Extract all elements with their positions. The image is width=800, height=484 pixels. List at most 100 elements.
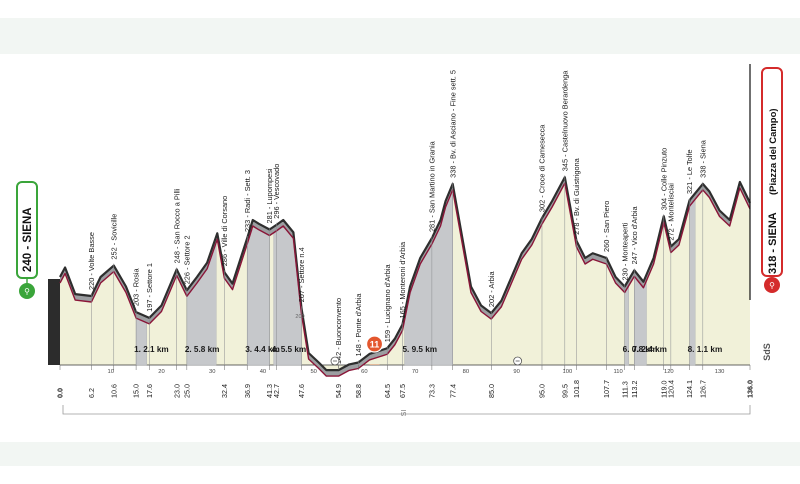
waypoint-label-25: 304 - Colle Pinzuto <box>659 148 668 210</box>
km-label-22: 101.8 <box>572 380 581 398</box>
km-label-28: 124.1 <box>685 380 694 398</box>
waypoint-label-19: 302 - Croce di Camesecca <box>538 124 547 212</box>
waypoint-label-2: 252 - Sovicille <box>109 214 118 260</box>
km-label-4: 15.0 <box>132 384 141 398</box>
sector-label-3: 3. 4.4 km <box>245 345 280 354</box>
sector-labels-layer: 1. 2.1 km 2. 5.8 km 3. 4.4 km4. 5.5 km 5. 9… <box>134 345 722 354</box>
axis-tick-80: 80 <box>463 369 469 375</box>
km-label-26: 119.0 <box>659 381 668 398</box>
km-label-5: 17.6 <box>145 384 154 398</box>
axis-tick-10: 10 <box>108 369 114 375</box>
brand-logo: SdS <box>762 343 772 361</box>
waypoint-label-16: 281 - San Martino in Grania <box>427 140 436 232</box>
bottom-band <box>0 442 800 466</box>
waypoint-labels-layer: 220 - Volte Basse 252 - Sovicille 203 - Ro… <box>87 70 707 364</box>
finish-label: 318 - SIENA <box>767 212 779 274</box>
profile-base-area <box>60 183 750 377</box>
finish-sublabel: (Piazza del Campo) <box>768 108 779 195</box>
km-label-23: 107.7 <box>602 380 611 398</box>
profile-layer: 200 <box>59 176 751 377</box>
badge-band-1 <box>369 364 380 365</box>
axis-tick-90: 90 <box>513 369 519 375</box>
profile-road-line <box>59 182 751 377</box>
start-label: 240 - SIENA <box>22 207 34 272</box>
waypoint-label-12: 142 - Buonconvento <box>334 298 343 364</box>
waypoint-label-28: 338 - Siena <box>698 139 707 178</box>
waypoint-label-10: 296 - Vescovado <box>272 164 281 219</box>
km-label-8: 32.4 <box>220 384 229 398</box>
finish-bike-icon: ⚲ <box>769 281 775 290</box>
profile-ridge-line <box>59 176 751 372</box>
waypoint-guides-layer <box>91 175 704 369</box>
axis-tick-50: 50 <box>310 369 316 375</box>
waypoint-label-11: 207 - Settore n.4 <box>297 247 306 302</box>
km-label-19: 85.0 <box>487 384 496 398</box>
axis-tick-20: 20 <box>158 369 164 375</box>
markers-layer: 11 <box>330 335 523 366</box>
waypoint-label-24: 247 - Vico d'Arbia <box>630 205 639 264</box>
km-label-27: 120.4 <box>666 380 675 398</box>
badge-circle-1 <box>365 335 384 353</box>
waypoint-label-26: 272 - Montelisciai <box>666 183 675 241</box>
km-label-1: 0.0 <box>56 388 65 398</box>
waypoint-label-14: 159 - Lucignano d'Arbia <box>383 264 392 343</box>
waypoint-label-13: 148 - Ponte d'Arbia <box>354 293 363 357</box>
sector-label-6: 6. 0.8 km <box>623 345 658 354</box>
top-band <box>0 18 800 54</box>
sector-label-1: 1. 2.1 km <box>134 345 169 354</box>
sector-band-1 <box>135 317 148 366</box>
waypoint-label-7: 286 - Ville di Corsano <box>220 196 229 267</box>
waypoint-label-23: 230 - Monteaperti <box>620 222 629 280</box>
sector-label-2: 2. 5.8 km <box>185 345 220 354</box>
waypoint-label-17: 338 - Bv. di Asciano - Fine sett. 5 <box>448 70 457 178</box>
waypoint-label-20: 345 - Castelnuovo Berardenga <box>560 70 569 172</box>
km-label-21: 99.5 <box>560 384 569 398</box>
start-bike-icon: ⚲ <box>24 287 30 296</box>
start-marker: 240 - SIENA ⚲ <box>16 181 38 299</box>
axis-tick-40: 40 <box>260 369 266 375</box>
km-label-11: 42.7 <box>272 384 281 398</box>
waypoint-label-8: 233 - Radi - Sett. 3 <box>243 170 252 232</box>
axis-tick-30: 30 <box>209 369 215 375</box>
axis-tick-60: 60 <box>361 369 367 375</box>
sector-label-5: 5. 9.5 km <box>402 345 437 354</box>
waypoint-label-27: 321 - Le Tolfe <box>685 149 694 194</box>
km-label-20: 95.0 <box>538 384 547 398</box>
km-label-3: 10.6 <box>109 384 118 398</box>
sector-label-7: 7. 2.4 km <box>632 345 667 354</box>
km-label-16: 67.5 <box>398 384 407 398</box>
km-label-25: 113.2 <box>630 381 639 398</box>
waypoint-label-18: 202 - Arbia <box>487 270 496 307</box>
axis-tick-100: 100 <box>563 369 573 375</box>
finish-marker: 318 - SIENA (Piazza del Campo) ⚲ <box>749 64 783 300</box>
waypoint-label-6: 226 - Settore 2 <box>182 235 191 284</box>
si-label: SI <box>401 410 408 417</box>
km-label-13: 54.9 <box>334 384 343 398</box>
sector-label-8: 8. 1.1 km <box>688 345 723 354</box>
km-label-29: 126.7 <box>698 380 707 398</box>
waypoint-label-4: 197 - Settore 1 <box>145 263 154 312</box>
start-edge-block <box>48 279 60 365</box>
altitude-tick-label: 200 <box>295 314 304 320</box>
sector-band-8 <box>689 198 696 366</box>
waypoint-label-1: 220 - Volte Basse <box>87 232 96 290</box>
sector-label-4: 4. 5.5 km <box>272 345 307 354</box>
km-label-10: 41.3 <box>265 384 274 398</box>
sectors-layer <box>135 189 696 366</box>
km-label-2: 6.2 <box>87 388 96 398</box>
si-bracket: SI <box>62 405 751 417</box>
waypoint-label-3: 203 - Rosia <box>132 267 141 306</box>
km-label-7: 25.0 <box>182 384 191 398</box>
waypoint-label-15: 165 - Monteroni d'Arbia <box>398 241 407 318</box>
badge-text-1: 11 <box>370 340 380 350</box>
km-label-6: 23.0 <box>172 384 181 398</box>
axis-ticks-layer: 10 20 30 40 50 60 70 80 90 100 110 120 130 <box>108 369 725 375</box>
waypoint-label-5: 248 - San Rocco a Pilli <box>172 188 181 263</box>
km-label-24: 111.3 <box>620 381 629 398</box>
waypoint-label-22: 260 - San Piero <box>602 201 611 252</box>
km-label-9: 36.9 <box>243 384 252 398</box>
km-label-17: 73.3 <box>427 384 436 398</box>
km-label-18: 77.4 <box>448 384 457 398</box>
km-labels-layer: 0.0 6.2 10.6 15.0 17.6 23.0 25.0 32.4 36.9 41.342… <box>56 365 755 398</box>
